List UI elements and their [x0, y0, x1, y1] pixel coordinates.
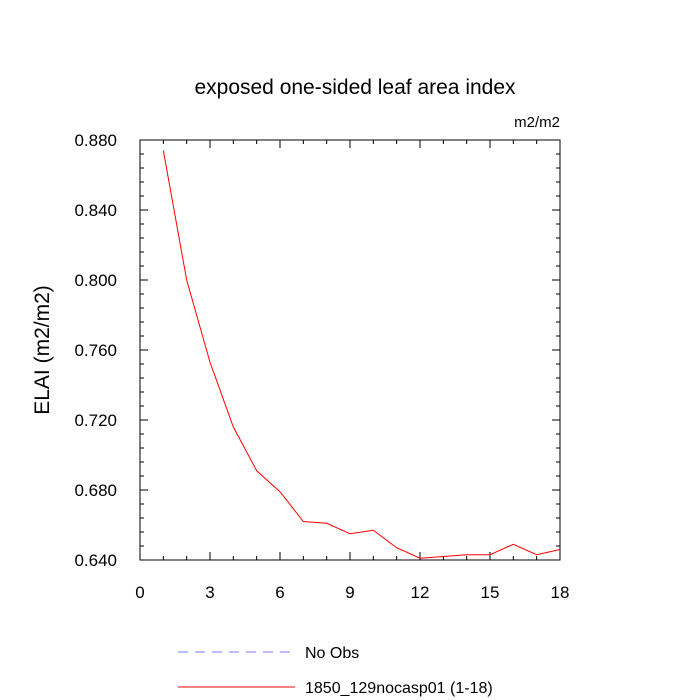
y-tick-label: 0.680 — [74, 481, 117, 500]
y-tick-label: 0.640 — [74, 551, 117, 570]
axis-ticks — [139, 139, 561, 561]
series-layer — [162, 150, 561, 559]
series-line — [162, 150, 561, 559]
x-tick-label: 0 — [135, 583, 144, 602]
legend-label: 1850_129nocasp01 (1-18) — [305, 680, 493, 697]
y-tick-label: 0.880 — [74, 131, 117, 150]
x-tick-label: 3 — [205, 583, 214, 602]
y-tick-label: 0.800 — [74, 271, 117, 290]
legend-label: No Obs — [305, 645, 359, 662]
x-tick-label: 12 — [411, 583, 430, 602]
tick-labels: 0 3 6 9 12 15 18 0.640 0.680 0.720 0.760 0.800 0.840… — [74, 131, 569, 602]
plot-frame — [139, 139, 561, 561]
y-tick-label: 0.760 — [74, 341, 117, 360]
chart-title: exposed one-sided leaf area index — [194, 76, 516, 99]
y-tick-label: 0.840 — [74, 201, 117, 220]
x-tick-label: 18 — [551, 583, 570, 602]
legend: No Obs 1850_129nocasp01 (1-18) — [178, 645, 493, 697]
y-axis-label: ELAI (m2/m2) — [31, 285, 54, 415]
x-tick-label: 9 — [345, 583, 354, 602]
x-tick-label: 15 — [481, 583, 500, 602]
y-tick-label: 0.720 — [74, 411, 117, 430]
units-label: m2/m2 — [514, 114, 560, 131]
x-tick-label: 6 — [275, 583, 284, 602]
